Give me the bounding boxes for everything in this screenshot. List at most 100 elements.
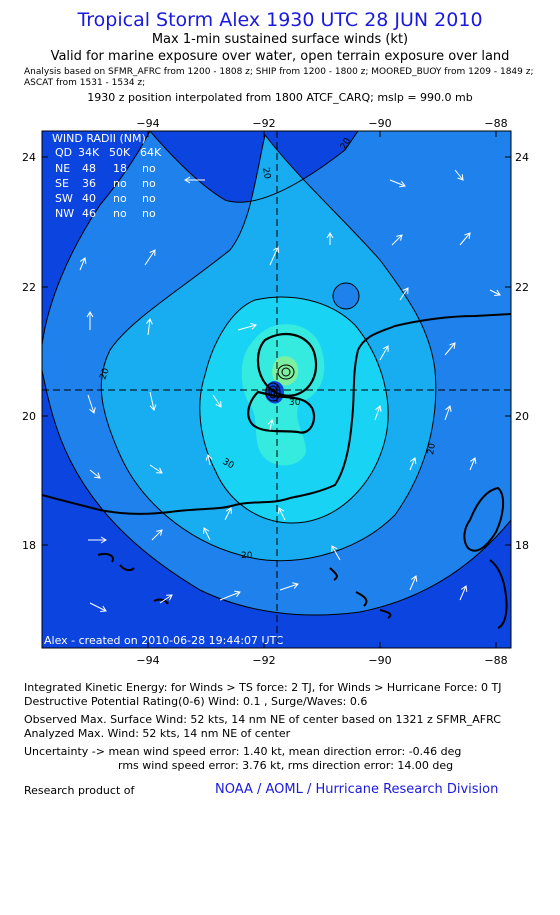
wind-vectors: [79, 169, 501, 612]
map-subtitle-exposure: Valid for marine exposure over water, op…: [50, 49, 510, 64]
analyzed-max-wind: Analyzed Max. Wind: 52 kts, 14 nm NE of …: [24, 727, 291, 740]
wind-arrow: [79, 257, 86, 271]
wind-arrow: [331, 545, 341, 561]
wind-arrow: [409, 457, 416, 471]
wind-radii-se-34k: 36: [82, 177, 96, 190]
wind-arrow: [269, 419, 273, 431]
wind-radii-sw-34k: 40: [82, 192, 96, 205]
contour-label: 20: [241, 551, 253, 561]
lon-label: −94: [136, 117, 159, 130]
wind-radii-hdr-64k: 64K: [140, 146, 162, 159]
core-contours: [265, 364, 295, 402]
wind-arrow: [454, 169, 464, 181]
wind-arrow: [399, 287, 409, 301]
wind-radii-sw-64k: no: [142, 192, 156, 205]
wind-arrow: [374, 405, 381, 421]
wind-radii-sw-50k: no: [113, 192, 127, 205]
wind-radii-ne-34k: 48: [82, 162, 96, 175]
map-title: Tropical Storm Alex 1930 UTC 28 JUN 2010: [77, 9, 483, 31]
dpr-line: Destructive Potential Rating(0-6) Wind: …: [24, 695, 368, 708]
wind-arrow-head: [402, 287, 409, 294]
wind-arrow: [444, 405, 451, 421]
lon-label: −90: [368, 654, 391, 667]
wind-arrow: [149, 464, 163, 474]
wind-arrow: [89, 602, 107, 612]
wind-arrow: [409, 575, 417, 591]
lat-label: 18: [22, 539, 36, 552]
wind-arrow-head: [149, 404, 157, 411]
noaa-aoml-hrd-link[interactable]: NOAA / AOML / Hurricane Research Divisio…: [215, 782, 499, 797]
wind-arrow: [444, 342, 456, 356]
wind-radii-hdr-qd: QD: [55, 146, 72, 159]
wind-arrow-head: [326, 232, 334, 239]
contour-lines-heavy: [247, 332, 318, 434]
wind-arrow-head: [89, 407, 96, 414]
wind-arrow: [469, 457, 476, 471]
lon-label: −92: [252, 117, 275, 130]
wind-radii-table: WIND RADII (NM) QD 34K 50K 64K NE 48 18 …: [52, 132, 162, 220]
wind-radii-hdr-34k: 34K: [78, 146, 100, 159]
lon-label: −92: [252, 654, 275, 667]
wind-arrow-head: [494, 289, 501, 296]
wind-arrow-head: [234, 590, 241, 597]
wind-arrow-head: [149, 249, 156, 256]
wind-arrow-head: [215, 401, 222, 408]
uncertainty-rms: rms wind speed error: 3.76 kt, rms direc…: [118, 759, 454, 772]
wind-arrow-head: [250, 322, 257, 330]
wind-arrow-head: [382, 345, 389, 352]
wind-radii-nw-label: NW: [55, 207, 74, 220]
wind-arrow: [151, 529, 163, 541]
wind-field-map: WIND RADII (NM) QD 34K 50K 64K NE 48 18 …: [22, 117, 529, 667]
band-50kt-plus: [272, 356, 299, 386]
lat-label: 24: [22, 151, 36, 164]
coastline: [42, 313, 511, 629]
isolated-contour-cell: [332, 282, 360, 310]
wind-arrow: [87, 394, 95, 414]
wind-arrow-head: [156, 467, 163, 474]
wind-arrow-head: [460, 585, 468, 592]
lon-label: −88: [484, 654, 507, 667]
wind-arrow: [203, 527, 211, 541]
wind-arrow-head: [166, 594, 173, 601]
wind-arrow-head: [100, 605, 107, 612]
wind-arrow: [212, 394, 222, 408]
wind-radii-hdr-50k: 50K: [109, 146, 131, 159]
wind-arrow: [144, 249, 156, 266]
lat-label: 20: [515, 410, 529, 423]
position-note: 1930 z position interpolated from 1800 A…: [87, 91, 473, 104]
wind-arrow: [459, 585, 467, 601]
wind-radii-se-64k: no: [142, 177, 156, 190]
wind-arrow-head: [146, 318, 153, 325]
analysis-sources-line-1: Analysis based on SFMR_AFRC from 1200 - …: [24, 67, 534, 77]
uncertainty-mean: Uncertainty -> mean wind speed error: 1.…: [24, 745, 462, 758]
wind-arrow-head: [100, 536, 107, 544]
wind-radii-se-50k: no: [113, 177, 127, 190]
analysis-sources-line-2: ASCAT from 1531 - 1534 z;: [24, 78, 146, 88]
wind-arrow-head: [267, 419, 275, 426]
wind-arrow-head: [156, 529, 163, 536]
longitude-labels-bottom: −94 −92 −90 −88: [136, 654, 507, 667]
wind-arrow: [149, 391, 155, 411]
wind-arrow: [237, 324, 257, 331]
wind-arrow-head: [225, 507, 232, 514]
contour-label: 20: [426, 442, 438, 455]
wind-arrow-head: [449, 342, 456, 349]
wind-arrow-head: [205, 454, 213, 461]
wind-radii-se-label: SE: [55, 177, 69, 190]
wind-arrow-head: [375, 405, 382, 412]
lon-label: −88: [484, 117, 507, 130]
lat-label: 20: [22, 410, 36, 423]
wind-arrow: [219, 591, 241, 601]
wind-arrow-head: [410, 457, 417, 464]
lon-label: −94: [136, 654, 159, 667]
wind-radii-ne-label: NE: [55, 162, 70, 175]
lat-label: 24: [515, 151, 529, 164]
map-subtitle-winds: Max 1-min sustained surface winds (kt): [151, 32, 409, 47]
wind-arrow: [279, 583, 299, 591]
wind-radii-ne-64k: no: [142, 162, 156, 175]
wind-arrow-head: [457, 174, 464, 181]
wind-arrow-head: [86, 311, 94, 318]
lat-label: 22: [22, 281, 36, 294]
wind-arrow: [391, 234, 403, 246]
contour-label: 30: [289, 398, 301, 408]
